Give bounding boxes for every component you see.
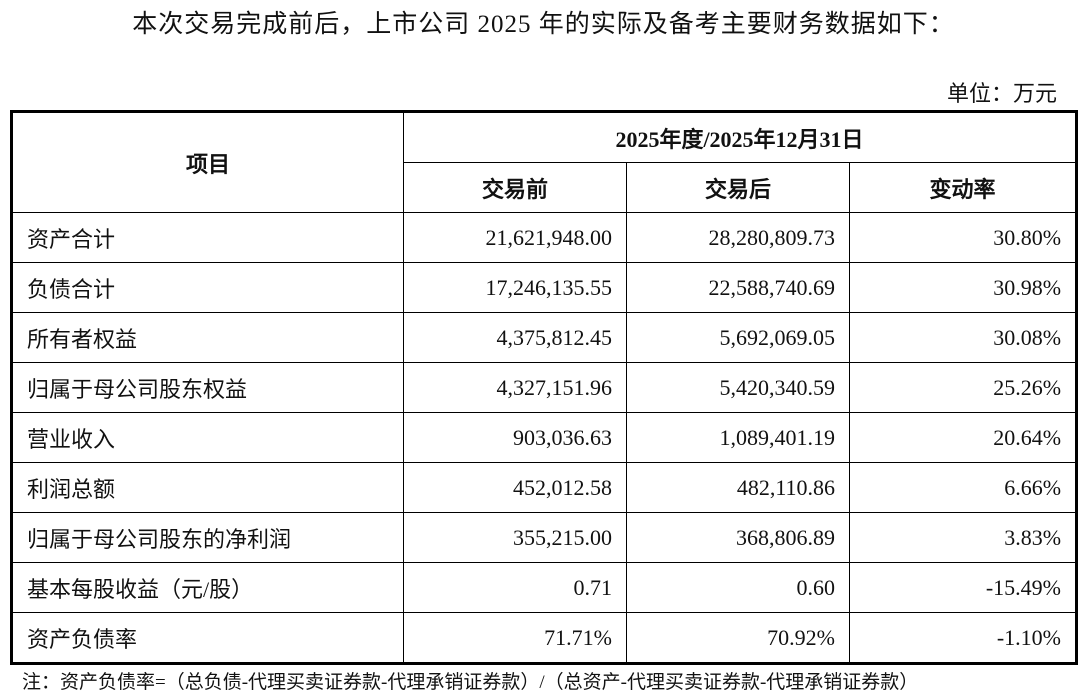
- table-row: 资产合计 21,621,948.00 28,280,809.73 30.80%: [11, 212, 1078, 263]
- unit-label: 单位：万元: [946, 81, 1057, 106]
- row-label: 利润总额: [11, 462, 404, 513]
- table-row: 负债合计 17,246,135.55 22,588,740.69 30.98%: [11, 262, 1078, 313]
- row-label: 基本每股收益（元/股）: [11, 562, 404, 613]
- row-label: 资产合计: [11, 212, 404, 263]
- cell: 482,110.86: [626, 462, 850, 513]
- cell: 4,327,151.96: [403, 362, 627, 413]
- cell: 25.26%: [848, 362, 1078, 413]
- cell: 0.60: [626, 562, 850, 613]
- cell: 30.08%: [848, 312, 1078, 363]
- cell: 1,089,401.19: [626, 412, 850, 463]
- cell: 22,588,740.69: [626, 262, 850, 313]
- cell: 6.66%: [848, 462, 1078, 513]
- cell: 5,692,069.05: [626, 312, 850, 363]
- cell: 70.92%: [626, 612, 850, 664]
- cell: 30.98%: [848, 262, 1078, 313]
- cell: 71.71%: [403, 612, 627, 664]
- cell: 3.83%: [848, 512, 1078, 563]
- row-label: 归属于母公司股东权益: [11, 362, 404, 413]
- cell: 452,012.58: [403, 462, 627, 513]
- cell: 903,036.63: [403, 412, 627, 463]
- column-header: 交易前: [403, 162, 627, 213]
- table-row: 归属于母公司股东的净利润 355,215.00 368,806.89 3.83%: [11, 512, 1078, 563]
- table-row: 归属于母公司股东权益 4,327,151.96 5,420,340.59 25.26%: [11, 362, 1078, 413]
- cell: 0.71: [403, 562, 627, 613]
- column-header: 交易后: [626, 162, 850, 213]
- cell: 5,420,340.59: [626, 362, 850, 413]
- cell: 21,621,948.00: [403, 212, 627, 263]
- cell: 30.80%: [848, 212, 1078, 263]
- row-label: 营业收入: [11, 412, 404, 463]
- cell: 368,806.89: [626, 512, 850, 563]
- period-header: 2025年度/2025年12月31日: [402, 111, 1078, 163]
- row-label: 负债合计: [11, 262, 404, 313]
- cell: -1.10%: [848, 612, 1078, 664]
- table-row: 基本每股收益（元/股） 0.71 0.60 -15.49%: [11, 562, 1078, 613]
- table-body: 资产合计 21,621,948.00 28,280,809.73 30.80% 负债合计…: [11, 212, 1078, 664]
- table-row: 营业收入 903,036.63 1,089,401.19 20.64%: [11, 412, 1078, 463]
- column-header: 变动率: [848, 162, 1078, 213]
- column-header-row: 交易前 交易后 变动率: [12, 162, 1078, 213]
- row-label: 归属于母公司股东的净利润: [11, 512, 404, 563]
- footnote: 注：资产负债率=（总负债-代理买卖证券款-代理承销证券款）/（总资产-代理买卖证…: [22, 672, 919, 693]
- cell: 355,215.00: [403, 512, 627, 563]
- intro-text: 本次交易完成前后，上市公司 2025 年的实际及备考主要财务数据如下：: [132, 11, 955, 38]
- table-row: 资产负债率 71.71% 70.92% -1.10%: [11, 612, 1078, 664]
- table-row: 利润总额 452,012.58 482,110.86 6.66%: [11, 462, 1078, 513]
- cell: 28,280,809.73: [626, 212, 850, 263]
- item-header: 项目: [11, 111, 404, 213]
- row-label: 所有者权益: [11, 312, 404, 363]
- cell: 20.64%: [848, 412, 1078, 463]
- cell: 17,246,135.55: [403, 262, 627, 313]
- financial-table: 项目 2025年度/2025年12月31日 交易前 交易后 变动率 资产合计 21,6…: [10, 110, 1079, 665]
- cell: 4,375,812.45: [403, 312, 627, 363]
- row-label: 资产负债率: [11, 612, 404, 664]
- table-row: 所有者权益 4,375,812.45 5,692,069.05 30.08%: [11, 312, 1078, 363]
- cell: -15.49%: [848, 562, 1078, 613]
